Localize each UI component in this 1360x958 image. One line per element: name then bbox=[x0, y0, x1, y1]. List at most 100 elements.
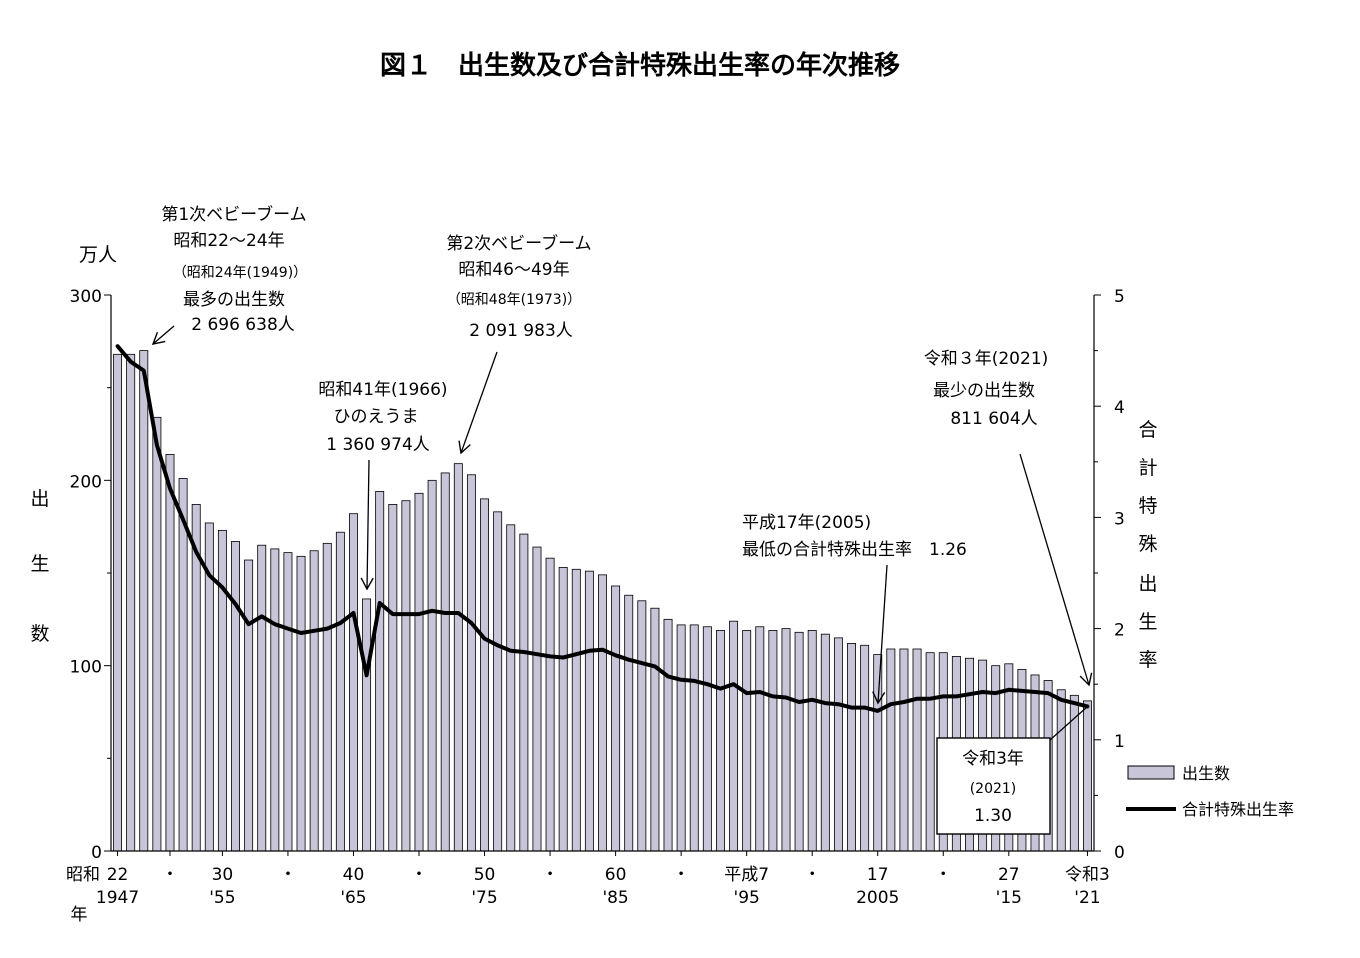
annotation-first-baby-boom: 第1次ベビーブーム 昭和22～24年 （昭和24年(1949)） 最多の出生数 … bbox=[151, 204, 307, 345]
x-tick-label-top: ・ bbox=[161, 865, 178, 885]
bar-2000 bbox=[807, 630, 817, 852]
bar-1950 bbox=[152, 416, 162, 852]
annotation-line: 1 360 974人 bbox=[326, 435, 430, 455]
right-tick-label: 1 bbox=[1114, 732, 1125, 752]
annotation-line: 811 604人 bbox=[950, 409, 1037, 429]
right-axis-label-4: 殊 bbox=[1138, 533, 1157, 555]
annotation-lowest-tfr-2005: 平成17年(2005) 最低の合計特殊出生率 1.26 bbox=[742, 513, 967, 705]
bar-1962 bbox=[309, 550, 319, 852]
x-tick-label-top: 令和3 bbox=[1065, 865, 1110, 885]
right-axis-label-5: 出 bbox=[1138, 573, 1157, 595]
bar-1990 bbox=[676, 624, 686, 852]
x-tick-label-bottom: '15 bbox=[996, 888, 1022, 908]
left-axis-label-1: 出 bbox=[30, 488, 49, 510]
annotation-line: 第2次ベビーブーム bbox=[446, 233, 591, 254]
bar-1997 bbox=[768, 630, 778, 852]
right-tick-label: 3 bbox=[1114, 509, 1125, 529]
bar-1999 bbox=[794, 631, 804, 852]
right-axis-label-3: 特 bbox=[1138, 495, 1157, 517]
bar-1956 bbox=[231, 541, 240, 852]
x-tick-label-bottom: '65 bbox=[340, 888, 366, 908]
bar-2021 bbox=[1082, 700, 1092, 852]
bar-1991 bbox=[689, 624, 699, 852]
left-axis-unit: 万人 bbox=[79, 244, 117, 266]
bar-1980 bbox=[545, 557, 555, 852]
x-tick-label-top: 60 bbox=[605, 865, 627, 885]
x-tick-label-top: 17 bbox=[867, 865, 889, 885]
tfr-line bbox=[115, 344, 1090, 713]
bar-1951 bbox=[165, 453, 175, 852]
bar-1989 bbox=[663, 618, 673, 852]
right-tick-label: 5 bbox=[1114, 287, 1125, 307]
x-tick-label-top: 22 bbox=[107, 865, 129, 885]
left-tick-label: 100 bbox=[70, 658, 102, 678]
bar-1981 bbox=[558, 567, 568, 852]
x-tick-label-top: ・ bbox=[542, 865, 559, 885]
legend-swatch-births bbox=[1127, 765, 1175, 780]
annotation-line: 最低の合計特殊出生率 1.26 bbox=[742, 540, 967, 560]
bar-series-births bbox=[113, 350, 1092, 852]
bar-1970 bbox=[414, 492, 424, 852]
x-tick-label-top: ・ bbox=[804, 865, 821, 885]
left-axis-label-2: 生 bbox=[30, 553, 49, 575]
annotation-arrow bbox=[872, 564, 888, 705]
bar-1976 bbox=[493, 511, 503, 852]
x-tick-label-top: ・ bbox=[673, 865, 690, 885]
x-tick-label-top: 30 bbox=[212, 865, 234, 885]
x-tick-label-bottom: '85 bbox=[602, 888, 628, 908]
annotation-line: 令和3年 bbox=[962, 749, 1024, 769]
left-tick-label: 0 bbox=[91, 843, 102, 863]
axes: 0 100 200 300 0 1 2 3 4 5 22 1947 ・ 30 '55 ・ 40 '65 ・ 50 '75… bbox=[70, 287, 1125, 908]
legend: 出生数 合計特殊出生率 bbox=[1126, 764, 1294, 819]
bar-1952 bbox=[178, 478, 188, 852]
bar-1968 bbox=[388, 504, 398, 852]
annotation-line: (2021) bbox=[970, 781, 1017, 797]
annotation-line: 平成17年(2005) bbox=[742, 513, 871, 533]
chart-title: 図１ 出生数及び合計特殊出生率の年次推移 bbox=[380, 50, 900, 81]
x-tick-label-bottom: '95 bbox=[734, 888, 760, 908]
annotation-arrow bbox=[360, 459, 374, 591]
bar-1949 bbox=[139, 350, 149, 852]
x-tick-label-bottom: 1947 bbox=[96, 888, 139, 908]
annotation-line: 2 091 983人 bbox=[469, 321, 573, 341]
bar-1967 bbox=[375, 491, 385, 852]
right-tick-label: 4 bbox=[1114, 398, 1125, 418]
annotation-line: 昭和41年(1966) bbox=[318, 380, 447, 400]
bar-2008 bbox=[912, 648, 922, 852]
bar-2007 bbox=[899, 648, 909, 852]
bar-1985 bbox=[611, 585, 621, 852]
bar-1986 bbox=[624, 594, 634, 852]
bar-1977 bbox=[506, 524, 516, 852]
bar-1995 bbox=[742, 630, 752, 852]
bar-1987 bbox=[637, 600, 647, 852]
bar-2005 bbox=[873, 654, 883, 852]
annotation-fewest-births-2021: 令和３年(2021) 最少の出生数 811 604人 bbox=[924, 349, 1093, 687]
annotation-line: 最少の出生数 bbox=[933, 381, 1035, 401]
bar-2001 bbox=[820, 633, 830, 852]
annotation-line: 令和３年(2021) bbox=[924, 349, 1049, 369]
annotation-line: （昭和48年(1973)） bbox=[447, 292, 581, 308]
callout-leader bbox=[1049, 706, 1088, 741]
bar-1972 bbox=[440, 472, 450, 852]
bar-1998 bbox=[781, 628, 791, 852]
bar-1993 bbox=[715, 630, 725, 852]
bar-1960 bbox=[283, 552, 293, 852]
bar-1963 bbox=[322, 542, 332, 852]
annotation-second-baby-boom: 第2次ベビーブーム 昭和46～49年 （昭和48年(1973)） 2 091 9… bbox=[446, 233, 592, 455]
bar-1996 bbox=[755, 626, 765, 852]
left-tick-label: 300 bbox=[70, 287, 102, 307]
bar-1965 bbox=[349, 513, 358, 852]
x-tick-label-top: ・ bbox=[279, 865, 296, 885]
left-tick-label: 200 bbox=[70, 472, 102, 492]
annotation-line: 昭和46～49年 bbox=[458, 260, 569, 280]
bar-1975 bbox=[480, 498, 490, 852]
x-tick-label-bottom: 2005 bbox=[856, 888, 899, 908]
bar-1984 bbox=[598, 574, 607, 852]
bar-1983 bbox=[584, 570, 594, 852]
bar-1947 bbox=[113, 353, 123, 852]
x-tick-label-top: 平成7 bbox=[724, 865, 769, 885]
annotation-line: 昭和22～24年 bbox=[173, 231, 284, 251]
annotation-line: （昭和24年(1949)） bbox=[173, 265, 307, 281]
x-tick-label-bottom: '75 bbox=[471, 888, 497, 908]
